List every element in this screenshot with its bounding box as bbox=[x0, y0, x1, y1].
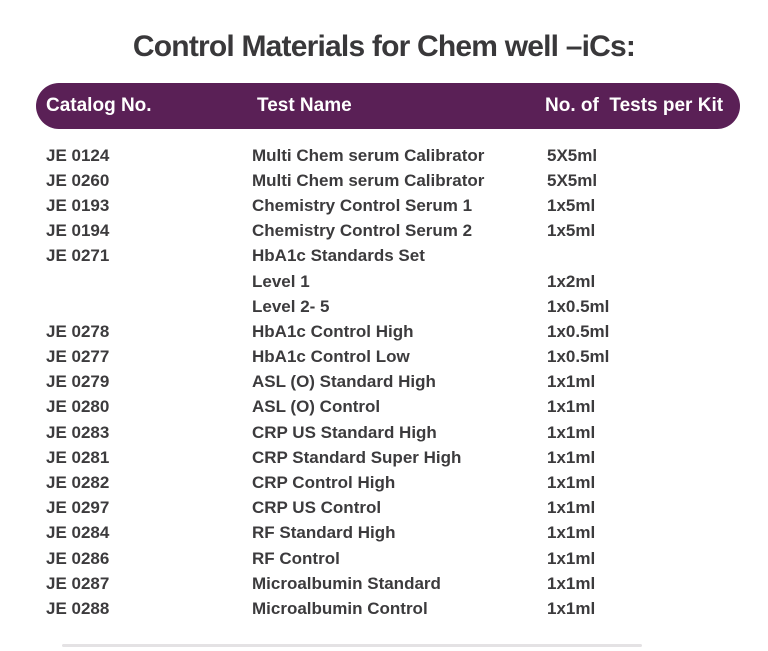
catalog-no-cell: JE 0283 bbox=[46, 422, 110, 442]
test-name-cell: Microalbumin Standard bbox=[252, 573, 441, 593]
tests-per-kit-cell: 1x5ml bbox=[547, 221, 596, 241]
catalog-no-cell: JE 0194 bbox=[46, 221, 110, 241]
catalog-no-cell: JE 0124 bbox=[46, 145, 110, 165]
tests-per-kit-cell: 1x2ml bbox=[547, 271, 596, 291]
catalog-no-cell: JE 0297 bbox=[46, 498, 110, 518]
catalog-no-cell: JE 0286 bbox=[46, 548, 110, 568]
table-row: JE 0282 CRP Control High 1x1ml bbox=[0, 470, 768, 495]
tests-per-kit-cell: 1x0.5ml bbox=[547, 321, 610, 341]
test-name-cell: Level 2- 5 bbox=[252, 296, 330, 316]
test-name-cell: ASL (O) Control bbox=[252, 397, 381, 417]
test-name-cell: Chemistry Control Serum 2 bbox=[252, 221, 473, 241]
catalog-no-cell: JE 0281 bbox=[46, 447, 110, 467]
table-row: JE 0284 RF Standard High 1x1ml bbox=[0, 521, 768, 546]
catalog-no-cell: JE 0193 bbox=[46, 195, 110, 215]
header-test-name: Test Name bbox=[257, 95, 352, 116]
table-row: Level 2- 5 1x0.5ml bbox=[0, 294, 768, 319]
catalog-no-cell: JE 0282 bbox=[46, 473, 110, 493]
tests-per-kit-cell: 1x1ml bbox=[547, 573, 596, 593]
catalog-no-cell: JE 0271 bbox=[46, 246, 110, 266]
test-name-cell: Chemistry Control Serum 1 bbox=[252, 195, 473, 215]
test-name-cell: Level 1 bbox=[252, 271, 310, 291]
table-row: JE 0260 Multi Chem serum Calibrator 5X5m… bbox=[0, 168, 768, 193]
table-row: JE 0281 CRP Standard Super High 1x1ml bbox=[0, 445, 768, 470]
catalog-no-cell: JE 0284 bbox=[46, 523, 110, 543]
table-row: JE 0271 HbA1c Standards Set bbox=[0, 244, 768, 269]
tests-per-kit-cell: 1x1ml bbox=[547, 498, 596, 518]
catalog-no-cell: JE 0277 bbox=[46, 347, 110, 367]
table-row: JE 0297 CRP US Control 1x1ml bbox=[0, 496, 768, 521]
test-name-cell: CRP Standard Super High bbox=[252, 447, 462, 467]
catalog-no-cell: JE 0287 bbox=[46, 573, 110, 593]
tests-per-kit-cell: 1x1ml bbox=[547, 397, 596, 417]
table-row: JE 0288 Microalbumin Control 1x1ml bbox=[0, 596, 768, 621]
tests-per-kit-cell: 1x1ml bbox=[547, 473, 596, 493]
table-row: JE 0286 RF Control 1x1ml bbox=[0, 546, 768, 571]
test-name-cell: Multi Chem serum Calibrator bbox=[252, 145, 485, 165]
table-row: JE 0124 Multi Chem serum Calibrator 5X5m… bbox=[0, 143, 768, 168]
test-name-cell: RF Standard High bbox=[252, 523, 396, 543]
tests-per-kit-cell: 1x1ml bbox=[547, 523, 596, 543]
catalog-no-cell: JE 0280 bbox=[46, 397, 110, 417]
table-header-bar: Catalog No. Test Name No. of Tests per K… bbox=[36, 83, 740, 129]
table-row: JE 0280 ASL (O) Control 1x1ml bbox=[0, 395, 768, 420]
test-name-cell: HbA1c Control Low bbox=[252, 347, 410, 367]
table-row: Level 1 1x2ml bbox=[0, 269, 768, 294]
tests-per-kit-cell: 5X5ml bbox=[547, 170, 598, 190]
table-row: JE 0283 CRP US Standard High 1x1ml bbox=[0, 420, 768, 445]
test-name-cell: ASL (O) Standard High bbox=[252, 372, 436, 392]
test-name-cell: CRP US Standard High bbox=[252, 422, 437, 442]
table-row: JE 0279 ASL (O) Standard High 1x1ml bbox=[0, 370, 768, 395]
page-title: Control Materials for Chem well –iCs: bbox=[132, 30, 636, 63]
catalog-no-cell: JE 0278 bbox=[46, 321, 110, 341]
test-name-cell: CRP US Control bbox=[252, 498, 382, 518]
catalog-no-cell: JE 0260 bbox=[46, 170, 110, 190]
cropped-bottom-divider bbox=[62, 644, 642, 647]
tests-per-kit-cell: 1x1ml bbox=[547, 422, 596, 442]
test-name-cell: Multi Chem serum Calibrator bbox=[252, 170, 485, 190]
tests-per-kit-cell: 1x1ml bbox=[547, 447, 596, 467]
table-row: JE 0194 Chemistry Control Serum 2 1x5ml bbox=[0, 219, 768, 244]
tests-per-kit-cell: 1x0.5ml bbox=[547, 347, 610, 367]
test-name-cell: Microalbumin Control bbox=[252, 598, 428, 618]
test-name-cell: CRP Control High bbox=[252, 473, 396, 493]
tests-per-kit-cell: 1x1ml bbox=[547, 598, 596, 618]
tests-per-kit-cell: 1x0.5ml bbox=[547, 296, 610, 316]
table-row: JE 0278 HbA1c Control High 1x0.5ml bbox=[0, 319, 768, 344]
table-row: JE 0277 HbA1c Control Low 1x0.5ml bbox=[0, 345, 768, 370]
tests-per-kit-cell: 1x1ml bbox=[547, 548, 596, 568]
table-body: JE 0124 Multi Chem serum Calibrator 5X5m… bbox=[0, 143, 768, 622]
header-catalog-no: Catalog No. bbox=[46, 95, 152, 116]
table-row: JE 0287 Microalbumin Standard 1x1ml bbox=[0, 571, 768, 596]
test-name-cell: HbA1c Control High bbox=[252, 321, 414, 341]
header-tests-per-kit: No. of Tests per Kit bbox=[545, 95, 724, 116]
catalog-no-cell: JE 0279 bbox=[46, 372, 110, 392]
test-name-cell: HbA1c Standards Set bbox=[252, 246, 425, 266]
table-row: JE 0193 Chemistry Control Serum 1 1x5ml bbox=[0, 193, 768, 218]
test-name-cell: RF Control bbox=[252, 548, 340, 568]
tests-per-kit-cell: 5X5ml bbox=[547, 145, 598, 165]
catalog-no-cell: JE 0288 bbox=[46, 598, 110, 618]
tests-per-kit-cell: 1x1ml bbox=[547, 372, 596, 392]
tests-per-kit-cell: 1x5ml bbox=[547, 195, 596, 215]
